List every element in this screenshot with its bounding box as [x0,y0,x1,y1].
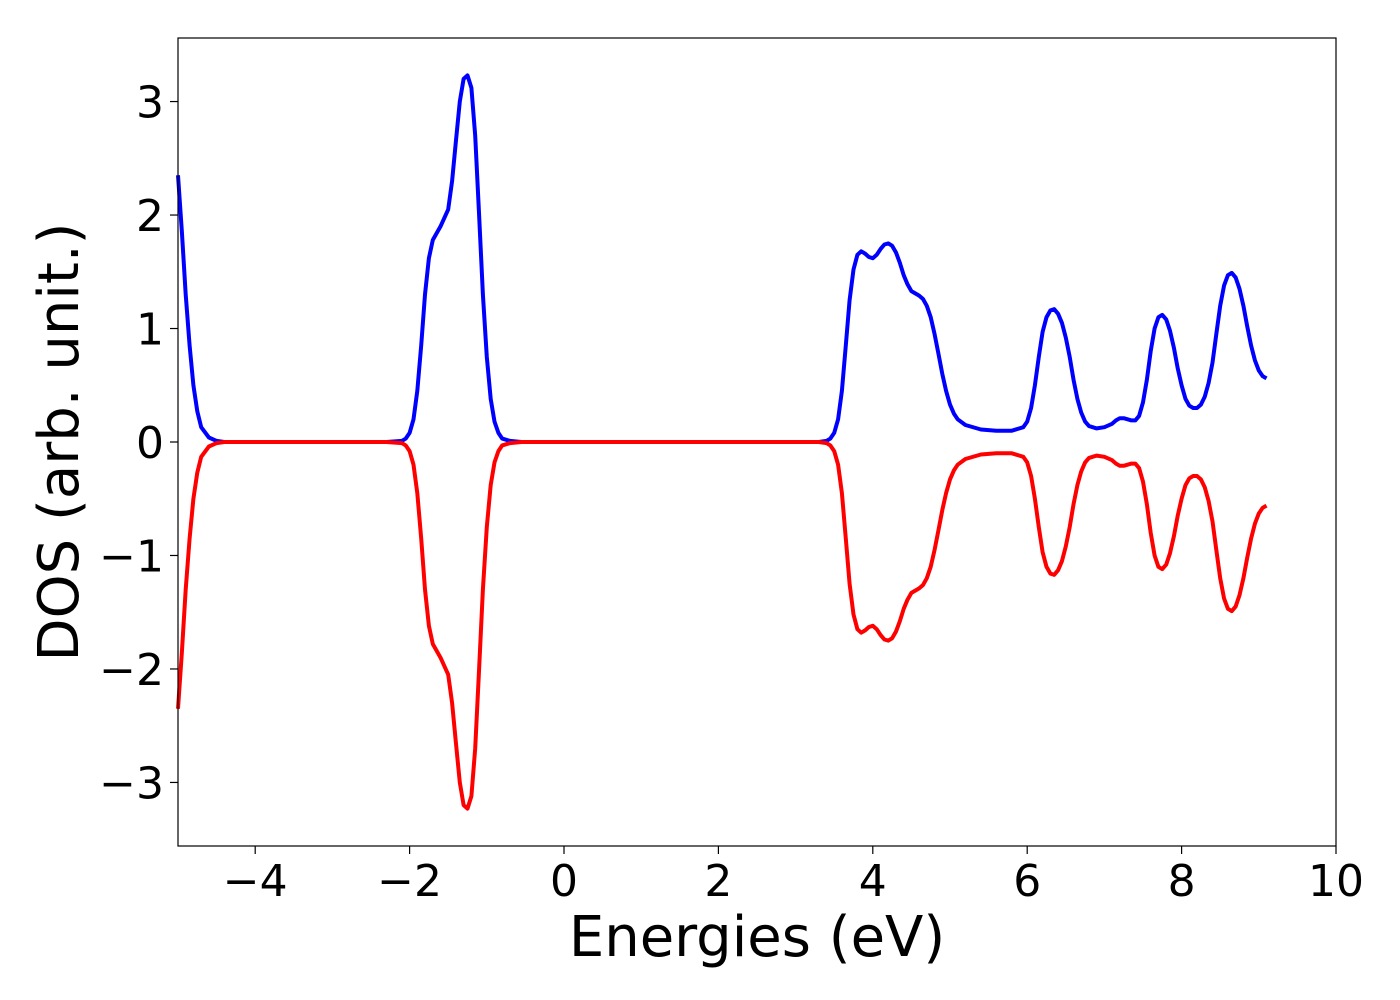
y-tick-label: 3 [136,78,164,129]
y-axis-ticks: 3 2 1 0 −1 −2 −3 [99,78,178,809]
y-tick-label: −3 [99,758,164,809]
x-tick-label: 4 [859,856,887,907]
y-tick-label: 0 [136,418,164,469]
plot-lines [176,73,1268,811]
x-axis-title: Energies (eV) [569,905,945,970]
x-tick-label: 10 [1308,856,1364,907]
x-tick-label: 0 [550,856,578,907]
series-line-1 [176,73,1268,444]
y-tick-label: 1 [136,305,164,356]
x-tick-label: 6 [1013,856,1041,907]
y-tick-label: −2 [99,645,164,696]
x-tick-label: −4 [223,856,288,907]
y-tick-label: 2 [136,191,164,242]
y-axis-title: DOS (arb. unit.) [27,222,92,661]
x-tick-label: 2 [704,856,732,907]
y-tick-label: −1 [99,531,164,582]
x-tick-label: −2 [377,856,442,907]
series-line-2 [176,440,1268,811]
x-tick-label: 8 [1168,856,1196,907]
x-axis-ticks: −4 −2 0 2 4 6 8 10 [223,846,1364,907]
